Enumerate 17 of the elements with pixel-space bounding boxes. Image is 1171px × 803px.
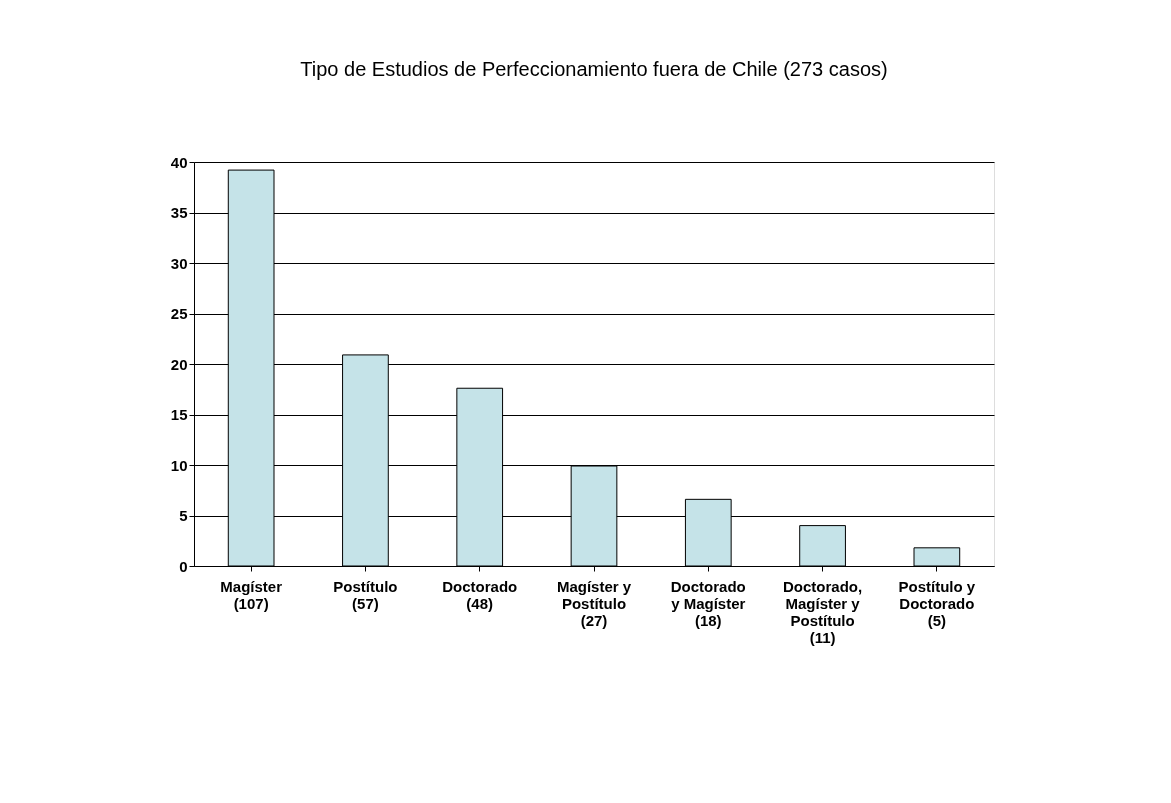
y-tick-label: 5	[179, 507, 188, 524]
x-tick-label: Magíster y Postítulo (27)	[556, 577, 632, 629]
y-tick-label: 35	[170, 204, 188, 221]
chart-title: Tipo de Estudios de Perfeccionamiento fuera de Chile (273 casos)	[300, 58, 888, 80]
y-tick-label: 0	[179, 557, 188, 575]
y-tick-label: 25	[170, 305, 188, 322]
x-tick-label: Postítulo (57)	[333, 577, 398, 612]
x-tick-label: Postítulo y Doctorado (5)	[898, 577, 976, 629]
x-tick-label: Doctorado y Magíster (18)	[670, 577, 746, 629]
y-tick-label: 10	[170, 456, 188, 474]
x-tick-label: Doctorado (48)	[442, 577, 518, 612]
y-tick-label: 20	[170, 355, 188, 373]
x-tick-label: Doctorado, Magíster y Postítulo (11)	[782, 577, 863, 646]
y-tick-label: 30	[170, 254, 188, 272]
y-tick-label: 40	[170, 153, 188, 171]
y-tick-label: 15	[170, 406, 188, 423]
x-tick-label: Magíster (107)	[220, 577, 283, 612]
